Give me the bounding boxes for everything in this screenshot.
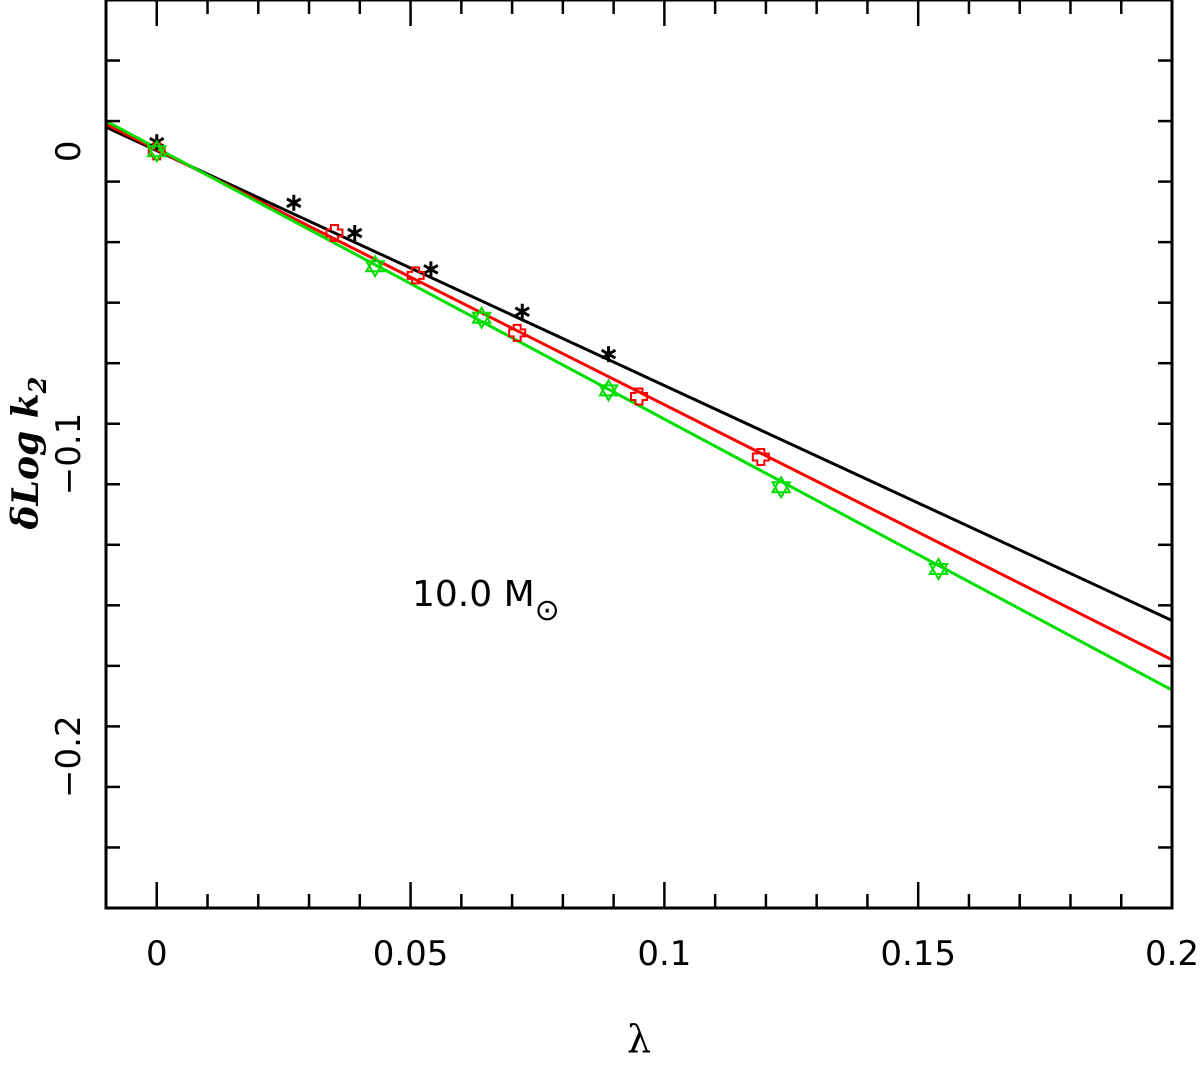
- mass-annotation: 10.0 M⊙: [412, 574, 560, 628]
- x-tick-label: 0.15: [880, 934, 956, 974]
- x-axis-label: λ: [627, 1017, 651, 1061]
- data-point-asterisk: [347, 225, 363, 242]
- data-point-star-of-david: [471, 305, 493, 330]
- x-tick-label: 0.1: [637, 934, 691, 974]
- data-point-star-of-david: [928, 557, 949, 581]
- data-point-star-of-david: [364, 254, 386, 279]
- x-tick-label: 0.05: [373, 934, 449, 974]
- data-point-star-of-david: [146, 139, 168, 164]
- data-point-star-of-david: [598, 378, 619, 403]
- fit-line-3: [106, 119, 1172, 692]
- y-axis-label: δLog k2: [5, 377, 52, 531]
- data-point-cross: [630, 387, 648, 406]
- axis-ticks: [104, 0, 1174, 910]
- data-point-cross: [406, 266, 425, 285]
- data-point-asterisk: [514, 303, 530, 320]
- y-tick-label: −0.2: [49, 715, 89, 798]
- x-tick-label: 0.2: [1145, 934, 1199, 974]
- plot-frame: [104, 0, 1174, 910]
- y-tick-label: −0.1: [49, 413, 89, 496]
- data-point-asterisk: [600, 346, 617, 363]
- data-point-cross: [325, 224, 344, 243]
- data-points: [146, 134, 949, 581]
- mass-annotation-text: 10.0 M: [412, 574, 535, 615]
- x-tick-label: 0: [146, 934, 168, 974]
- sun-symbol: ⊙: [535, 593, 560, 628]
- fit-lines: [106, 119, 1172, 692]
- data-point-star-of-david: [770, 475, 792, 500]
- data-point-asterisk: [286, 194, 302, 211]
- data-point-cross: [751, 448, 770, 467]
- fit-line-1: [106, 125, 1172, 622]
- y-axis-label-main: δLog k: [5, 393, 47, 530]
- y-tick-label: 0: [49, 141, 89, 163]
- tick-labels: 0 0.05 0.1 0.15 0.2 0 −0.1 −0.2: [49, 141, 1199, 974]
- data-point-asterisk: [423, 261, 439, 278]
- y-axis-label-subscript: 2: [23, 377, 52, 395]
- fit-line-2: [106, 122, 1172, 662]
- data-point-cross: [508, 323, 527, 342]
